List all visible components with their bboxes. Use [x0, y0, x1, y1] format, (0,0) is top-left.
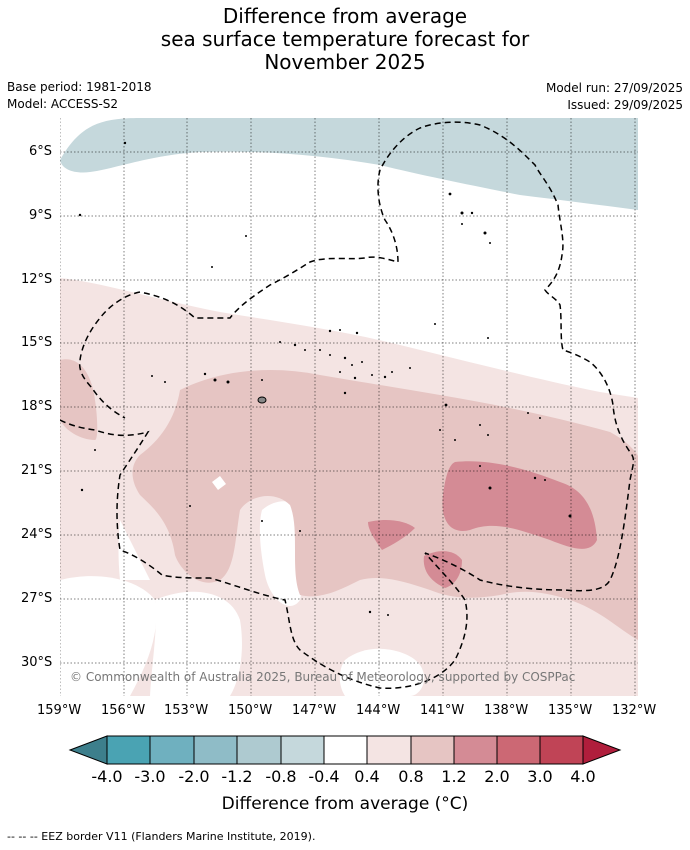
colorbar — [68, 735, 622, 765]
base-period: Base period: 1981-2018 — [7, 80, 152, 94]
colorbar-label-5: -0.8 — [265, 767, 297, 786]
neutral-pocket-2 — [150, 591, 242, 696]
anomaly-field — [60, 118, 638, 696]
colorbar-bin-5 — [280, 735, 325, 765]
lon-tick-156w: 156°W — [101, 703, 146, 718]
colorbar-label-6: -0.4 — [308, 767, 340, 786]
lat-tick-9s: 9°S — [29, 208, 53, 223]
lon-tick-141w: 141°W — [420, 703, 465, 718]
colorbar-label-1: -4.0 — [91, 767, 123, 786]
title-line-1: Difference from average — [222, 4, 468, 28]
colorbar-bin-8 — [410, 735, 455, 765]
colorbar-bin-3 — [193, 735, 238, 765]
colorbar-bin-7 — [366, 735, 412, 765]
title-line-3: November 2025 — [264, 50, 426, 74]
neutral-pocket-1 — [60, 576, 157, 696]
lat-tick-21s: 21°S — [21, 463, 53, 478]
colorbar-bin-9 — [453, 735, 498, 765]
footer-note: -- -- -- EEZ border V11 (Flanders Marine… — [7, 830, 316, 843]
cool-anomaly-region — [60, 118, 638, 210]
title-line-2: sea surface temperature forecast for — [160, 27, 530, 51]
colorbar-label-3: -2.0 — [178, 767, 210, 786]
colorbar-bin-11 — [539, 735, 584, 765]
colorbar-under — [68, 735, 108, 765]
lat-tick-12s: 12°S — [21, 272, 53, 287]
colorbar-over — [582, 735, 622, 765]
colorbar-label-7: 0.4 — [354, 767, 380, 786]
warm-strong-region-east — [442, 461, 597, 549]
colorbar-label-10: 2.0 — [484, 767, 510, 786]
warm-medium-west — [60, 359, 98, 440]
lat-tick-18s: 18°S — [21, 399, 53, 414]
copyright-notice: © Commonwealth of Australia 2025, Bureau… — [70, 670, 576, 684]
colorbar-label-9: 1.2 — [441, 767, 467, 786]
warm-strong-region-center — [368, 520, 415, 550]
colorbar-label-8: 0.8 — [398, 767, 424, 786]
lat-tick-30s: 30°S — [21, 655, 53, 670]
warm-medium-region — [132, 370, 638, 640]
lon-tick-147w: 147°W — [292, 703, 337, 718]
colorbar-bin-6 — [323, 735, 368, 765]
lon-tick-153w: 153°W — [164, 703, 209, 718]
model-run: Model run: 27/09/2025 — [545, 81, 683, 95]
model-name: Model: ACCESS-S2 — [7, 97, 119, 111]
colorbar-bin-2 — [149, 735, 195, 765]
island-outline — [257, 396, 267, 404]
lon-tick-132w: 132°W — [612, 703, 657, 718]
lat-tick-27s: 27°S — [21, 591, 53, 606]
colorbar-bin-1 — [106, 735, 151, 765]
colorbar-label-12: 4.0 — [570, 767, 596, 786]
issued-date: Issued: 29/09/2025 — [567, 98, 683, 112]
colorbar-bin-10 — [496, 735, 541, 765]
lon-tick-150w: 150°W — [228, 703, 273, 718]
colorbar-bin-4 — [236, 735, 282, 765]
lat-tick-24s: 24°S — [21, 527, 53, 542]
colorbar-label-4: -1.2 — [221, 767, 253, 786]
island-markers — [78, 141, 572, 616]
lon-tick-135w: 135°W — [548, 703, 593, 718]
colorbar-label-11: 3.0 — [527, 767, 553, 786]
colorbar-axis-label: Difference from average (°C) — [221, 794, 469, 814]
lon-tick-138w: 138°W — [484, 703, 529, 718]
lon-tick-144w: 144°W — [356, 703, 401, 718]
lat-tick-15s: 15°S — [21, 335, 53, 350]
colorbar-label-2: -3.0 — [134, 767, 166, 786]
neutral-pocket-5 — [118, 520, 150, 580]
lon-tick-159w: 159°W — [37, 703, 82, 718]
neutral-pocket-4 — [339, 648, 425, 696]
lat-tick-6s: 6°S — [29, 144, 53, 159]
